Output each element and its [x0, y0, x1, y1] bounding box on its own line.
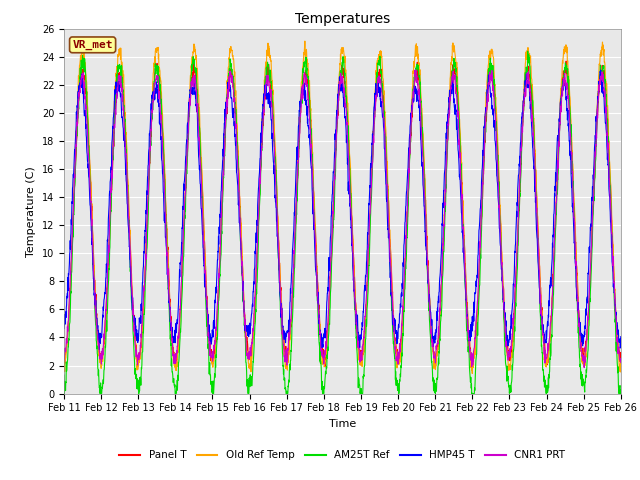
Old Ref Temp: [468, 371, 476, 376]
Old Ref Temp: [371, 96, 379, 102]
AM25T Ref: [568, 171, 576, 177]
Old Ref Temp: [617, 369, 625, 375]
Legend: Panel T, Old Ref Temp, AM25T Ref, HMP45 T, CNR1 PRT: Panel T, Old Ref Temp, AM25T Ref, HMP45 …: [115, 446, 570, 465]
Title: Temperatures: Temperatures: [295, 12, 390, 26]
Y-axis label: Temperature (C): Temperature (C): [26, 166, 36, 257]
Panel T: [504, 352, 512, 358]
HMP45 T: [504, 338, 512, 344]
HMP45 T: [95, 347, 103, 353]
AM25T Ref: [359, 391, 367, 396]
CNR1 PRT: [617, 360, 625, 365]
HMP45 T: [60, 326, 68, 332]
CNR1 PRT: [358, 343, 366, 349]
Line: CNR1 PRT: CNR1 PRT: [64, 70, 621, 368]
Panel T: [371, 116, 378, 122]
CNR1 PRT: [504, 357, 512, 362]
AM25T Ref: [371, 111, 379, 117]
Line: Panel T: Panel T: [64, 61, 621, 368]
Line: HMP45 T: HMP45 T: [64, 70, 621, 350]
HMP45 T: [216, 230, 223, 236]
HMP45 T: [359, 324, 367, 329]
AM25T Ref: [60, 391, 68, 396]
Old Ref Temp: [301, 38, 308, 44]
AM25T Ref: [617, 387, 625, 393]
CNR1 PRT: [216, 266, 223, 272]
HMP45 T: [584, 294, 591, 300]
CNR1 PRT: [584, 319, 591, 324]
HMP45 T: [597, 67, 605, 73]
CNR1 PRT: [568, 150, 575, 156]
Text: VR_met: VR_met: [72, 40, 113, 50]
CNR1 PRT: [580, 365, 588, 371]
Panel T: [568, 160, 576, 166]
Panel T: [431, 365, 438, 371]
CNR1 PRT: [412, 67, 420, 73]
HMP45 T: [568, 184, 575, 190]
CNR1 PRT: [371, 113, 378, 119]
Old Ref Temp: [60, 361, 68, 367]
Panel T: [60, 356, 68, 362]
CNR1 PRT: [60, 355, 68, 361]
HMP45 T: [617, 334, 625, 339]
Panel T: [617, 354, 625, 360]
Line: AM25T Ref: AM25T Ref: [64, 51, 621, 394]
Panel T: [584, 327, 591, 333]
AM25T Ref: [584, 355, 591, 361]
Panel T: [563, 58, 570, 64]
Old Ref Temp: [359, 355, 367, 361]
Old Ref Temp: [584, 327, 591, 333]
Old Ref Temp: [568, 152, 576, 157]
X-axis label: Time: Time: [329, 419, 356, 429]
Old Ref Temp: [216, 268, 223, 274]
AM25T Ref: [60, 372, 68, 378]
Old Ref Temp: [505, 362, 513, 368]
HMP45 T: [371, 108, 379, 113]
Line: Old Ref Temp: Old Ref Temp: [64, 41, 621, 373]
AM25T Ref: [504, 381, 512, 387]
Panel T: [216, 266, 223, 272]
AM25T Ref: [216, 281, 223, 287]
AM25T Ref: [524, 48, 532, 54]
Panel T: [358, 353, 366, 359]
